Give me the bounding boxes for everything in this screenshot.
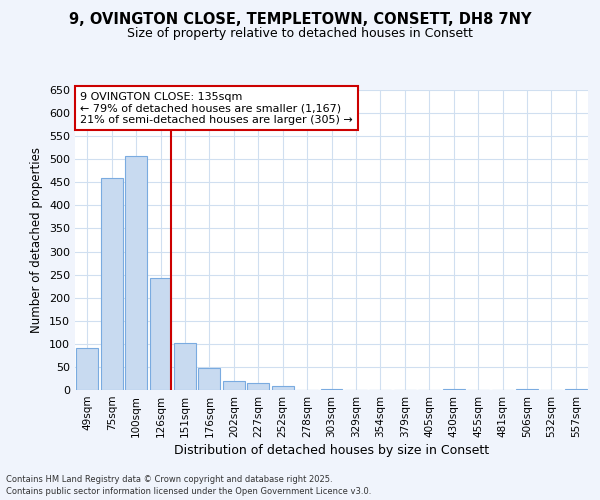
Text: Contains HM Land Registry data © Crown copyright and database right 2025.: Contains HM Land Registry data © Crown c… — [6, 475, 332, 484]
Bar — [101, 178, 122, 390]
Bar — [223, 381, 245, 390]
Bar — [174, 343, 196, 390]
Bar — [125, 156, 147, 390]
Bar — [516, 388, 538, 390]
Text: Size of property relative to detached houses in Consett: Size of property relative to detached ho… — [127, 28, 473, 40]
Text: 9, OVINGTON CLOSE, TEMPLETOWN, CONSETT, DH8 7NY: 9, OVINGTON CLOSE, TEMPLETOWN, CONSETT, … — [69, 12, 531, 28]
Bar — [272, 386, 293, 390]
Bar — [565, 389, 587, 390]
Bar — [247, 383, 269, 390]
Bar — [76, 348, 98, 390]
Bar — [443, 389, 464, 390]
Bar — [149, 278, 172, 390]
Bar — [320, 388, 343, 390]
Text: 9 OVINGTON CLOSE: 135sqm
← 79% of detached houses are smaller (1,167)
21% of sem: 9 OVINGTON CLOSE: 135sqm ← 79% of detach… — [80, 92, 353, 124]
Bar — [199, 368, 220, 390]
Text: Contains public sector information licensed under the Open Government Licence v3: Contains public sector information licen… — [6, 487, 371, 496]
X-axis label: Distribution of detached houses by size in Consett: Distribution of detached houses by size … — [174, 444, 489, 457]
Y-axis label: Number of detached properties: Number of detached properties — [31, 147, 43, 333]
